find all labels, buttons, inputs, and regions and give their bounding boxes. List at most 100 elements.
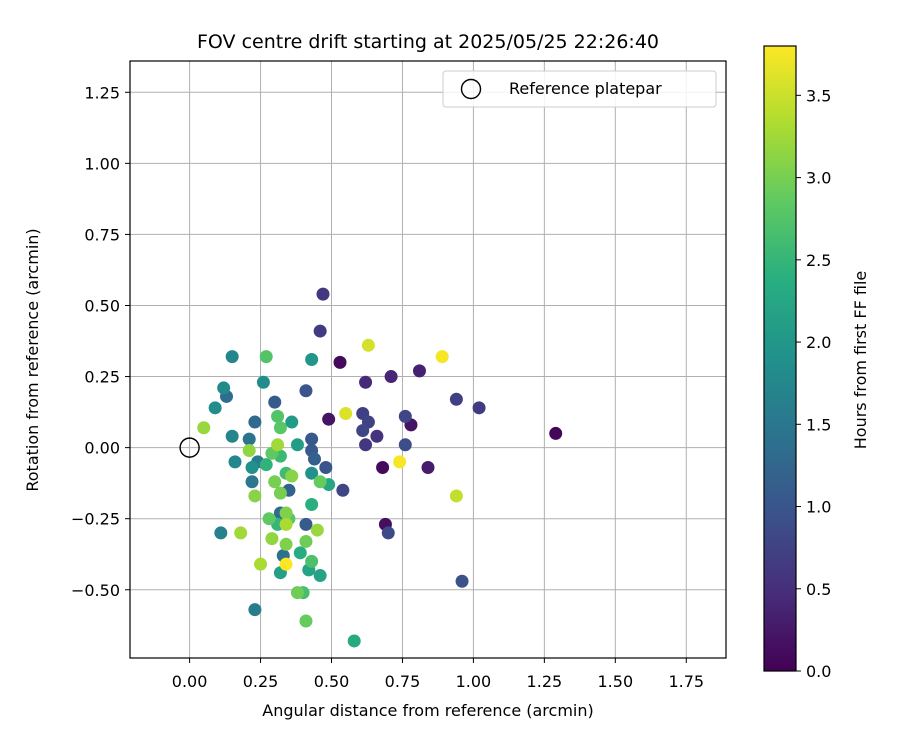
data-point: [384, 370, 398, 384]
colorbar-tick-label: 1.0: [806, 498, 831, 517]
data-point: [299, 614, 313, 628]
data-point: [319, 461, 333, 475]
data-point: [412, 364, 426, 378]
data-point: [313, 569, 327, 583]
colorbar-tick-label: 3.0: [806, 169, 831, 188]
data-point: [225, 429, 239, 443]
colorbar: [763, 45, 797, 672]
x-tick-label: 0.50: [314, 672, 350, 691]
data-point: [305, 466, 319, 480]
data-point: [305, 497, 319, 511]
x-tick-label: 1.00: [456, 672, 492, 691]
data-point: [361, 338, 375, 352]
data-point: [376, 461, 390, 475]
data-point: [393, 455, 407, 469]
legend-box: [442, 70, 717, 108]
x-tick-label: 1.75: [668, 672, 704, 691]
colorbar-tick-label: 3.5: [806, 86, 831, 105]
y-axis-label: Rotation from reference (arcmin): [23, 228, 42, 491]
data-point: [322, 412, 336, 426]
grid-lines: [130, 61, 726, 658]
data-point: [259, 350, 273, 364]
colorbar-tick-label: 0.5: [806, 580, 831, 599]
data-point: [248, 603, 262, 617]
y-tick-label: 0.00: [84, 439, 120, 458]
data-point: [313, 324, 327, 338]
y-tick-label: 0.50: [84, 296, 120, 315]
data-point: [254, 557, 268, 571]
data-point: [268, 475, 282, 489]
colorbar-ticks: 0.0 0.5 1.0 1.5 2.0 2.5 3.0 3.5: [796, 86, 831, 681]
data-point: [455, 574, 469, 588]
data-point: [370, 429, 384, 443]
data-point: [293, 546, 307, 560]
x-tick-label: 0.75: [385, 672, 421, 691]
data-point: [279, 537, 293, 551]
x-axis-label: Angular distance from reference (arcmin): [262, 701, 593, 720]
data-point: [248, 415, 262, 429]
data-point: [290, 438, 304, 452]
data-point: [273, 421, 287, 435]
reference-platepar-marker: [179, 437, 200, 458]
data-point: [316, 287, 330, 301]
data-point: [271, 438, 285, 452]
legend: Reference platepar: [442, 70, 717, 108]
colorbar-tick-label: 1.5: [806, 415, 831, 434]
data-point: [449, 489, 463, 503]
data-point: [356, 424, 370, 438]
data-point: [279, 506, 293, 520]
colorbar-tick-label: 2.0: [806, 333, 831, 352]
data-point: [421, 461, 435, 475]
data-point: [381, 526, 395, 540]
data-point: [398, 409, 412, 423]
colorbar-label: Hours from first FF file: [851, 271, 870, 450]
data-point: [299, 384, 313, 398]
y-axis-ticks: −0.50 −0.25 0.00 0.25 0.50 0.75 1.00 1.25: [71, 83, 130, 600]
data-point: [339, 407, 353, 421]
legend-reference-label: Reference platepar: [509, 79, 662, 98]
data-point: [245, 475, 259, 489]
data-point: [279, 517, 293, 531]
data-point: [259, 458, 273, 472]
data-point: [285, 415, 299, 429]
data-point: [256, 375, 270, 389]
x-tick-label: 1.50: [598, 672, 634, 691]
data-point: [347, 634, 361, 648]
y-tick-label: 1.00: [84, 154, 120, 173]
y-tick-label: 0.75: [84, 225, 120, 244]
data-point: [208, 401, 222, 415]
legend-reference-marker: [460, 78, 482, 100]
data-point: [305, 432, 319, 446]
data-point: [398, 438, 412, 452]
colorbar-tick-label: 2.5: [806, 251, 831, 270]
data-point: [217, 381, 231, 395]
data-point: [214, 526, 228, 540]
data-point: [307, 452, 321, 466]
chart-title: FOV centre drift starting at 2025/05/25 …: [197, 31, 659, 53]
data-point: [268, 395, 282, 409]
data-point: [305, 554, 319, 568]
data-point: [299, 517, 313, 531]
data-point: [245, 461, 259, 475]
data-point: [435, 350, 449, 364]
y-tick-label: 0.25: [84, 368, 120, 387]
plot-frame: [129, 60, 727, 659]
data-point: [225, 350, 239, 364]
y-tick-label: −0.50: [71, 581, 120, 600]
data-point: [271, 409, 285, 423]
data-point: [242, 443, 256, 457]
data-point: [234, 526, 248, 540]
y-tick-label: −0.25: [71, 510, 120, 529]
data-point: [359, 375, 373, 389]
data-point: [279, 557, 293, 571]
colorbar-tick-label: 0.0: [806, 662, 831, 681]
data-point: [472, 401, 486, 415]
data-point: [359, 438, 373, 452]
data-point: [336, 483, 350, 497]
data-point: [290, 586, 304, 600]
data-point: [549, 426, 563, 440]
data-point: [285, 469, 299, 483]
data-point: [313, 475, 327, 489]
data-point: [273, 486, 287, 500]
